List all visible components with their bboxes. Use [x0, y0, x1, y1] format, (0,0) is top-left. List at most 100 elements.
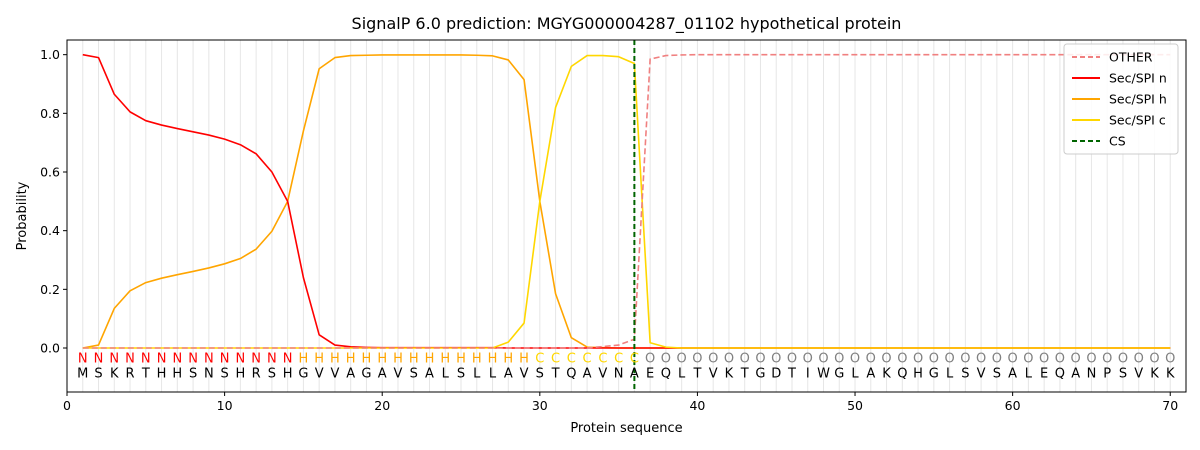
- series-layer: [82, 40, 1171, 392]
- residue-label: H: [157, 366, 167, 381]
- region-label: H: [440, 352, 450, 367]
- x-tick-label: 70: [1162, 398, 1178, 413]
- region-label: O: [661, 352, 671, 367]
- region-label: H: [472, 352, 482, 367]
- region-label: O: [929, 352, 939, 367]
- region-label: N: [157, 352, 167, 367]
- region-label: O: [771, 352, 781, 367]
- region-label: N: [267, 352, 277, 367]
- region-label: C: [535, 352, 544, 367]
- region-label: H: [346, 352, 356, 367]
- residue-label: S: [457, 366, 465, 381]
- region-label: O: [740, 352, 750, 367]
- region-label: O: [1039, 352, 1049, 367]
- residue-label: G: [755, 366, 765, 381]
- region-label: O: [1071, 352, 1081, 367]
- residue-label: A: [346, 366, 355, 381]
- legend: OTHER Sec/SPI n Sec/SPI h Sec/SPI c CS: [1063, 43, 1179, 155]
- legend-label-other: OTHER: [1109, 50, 1153, 65]
- residue-label: T: [551, 366, 560, 381]
- region-label: O: [1118, 352, 1128, 367]
- residue-label: V: [520, 366, 529, 381]
- y-tick-label: 0.6: [40, 165, 60, 180]
- region-label: N: [251, 352, 261, 367]
- region-label: C: [583, 352, 592, 367]
- x-tick-label: 40: [689, 398, 705, 413]
- residue-label: K: [882, 366, 891, 381]
- legend-box: [1063, 43, 1179, 155]
- region-label: H: [409, 352, 419, 367]
- residue-label: Q: [897, 366, 907, 381]
- region-label: N: [172, 352, 182, 367]
- region-label: H: [330, 352, 340, 367]
- region-label: C: [630, 352, 639, 367]
- residue-label: D: [771, 366, 781, 381]
- series-line-sec-spi-h: [82, 54, 1171, 349]
- region-label: N: [78, 352, 88, 367]
- x-tick-label: 20: [374, 398, 390, 413]
- grid-lines: [82, 40, 1171, 392]
- series-line-sec-spi-n: [82, 53, 1171, 349]
- region-label: O: [1008, 352, 1018, 367]
- region-label: O: [960, 352, 970, 367]
- residue-label: L: [489, 366, 497, 381]
- x-axis-label: Protein sequence: [570, 421, 682, 436]
- region-label: O: [1023, 352, 1033, 367]
- axis-ticks: 0 10 20 30 40 50 60 70 0.0 0.2 0.4 0.6 0.8 1.0: [40, 47, 1178, 413]
- residue-label: A: [378, 366, 387, 381]
- residue-label: S: [410, 366, 418, 381]
- residue-label: A: [1071, 366, 1080, 381]
- residue-label: V: [315, 366, 324, 381]
- residue-label: P: [1103, 366, 1111, 381]
- residue-label: S: [1119, 366, 1127, 381]
- residue-label: A: [504, 366, 513, 381]
- region-label: H: [503, 352, 513, 367]
- region-label: N: [283, 352, 293, 367]
- residue-label: V: [394, 366, 403, 381]
- region-label: N: [109, 352, 119, 367]
- residue-label: G: [298, 366, 308, 381]
- residue-label: G: [834, 366, 844, 381]
- residue-label: A: [425, 366, 434, 381]
- residue-label: H: [283, 366, 293, 381]
- residue-label: R: [126, 366, 135, 381]
- region-label: O: [881, 352, 891, 367]
- region-label: H: [519, 352, 529, 367]
- region-label: O: [724, 352, 734, 367]
- residue-label: A: [1008, 366, 1017, 381]
- region-label: O: [976, 352, 986, 367]
- residue-label: K: [110, 366, 119, 381]
- x-tick-label: 60: [1005, 398, 1021, 413]
- region-label: N: [235, 352, 245, 367]
- region-label: O: [787, 352, 797, 367]
- x-tick-label: 0: [63, 398, 71, 413]
- legend-label-sec-spi-c: Sec/SPI c: [1109, 113, 1166, 128]
- region-label: O: [897, 352, 907, 367]
- residue-label: N: [204, 366, 214, 381]
- y-tick-label: 0.8: [40, 106, 60, 121]
- residue-label: G: [929, 366, 939, 381]
- residue-label: A: [630, 366, 639, 381]
- region-label: N: [141, 352, 151, 367]
- region-label: H: [393, 352, 403, 367]
- y-axis-label: Probability: [15, 181, 30, 250]
- region-label: H: [362, 352, 372, 367]
- region-label: O: [803, 352, 813, 367]
- region-label: N: [188, 352, 198, 367]
- residue-label: E: [646, 366, 654, 381]
- residue-label: Q: [661, 366, 671, 381]
- region-label: O: [913, 352, 923, 367]
- region-label: O: [645, 352, 655, 367]
- residue-label: A: [583, 366, 592, 381]
- residue-label: W: [817, 366, 830, 381]
- legend-label-sec-spi-h: Sec/SPI h: [1109, 92, 1167, 107]
- region-label: O: [708, 352, 718, 367]
- y-tick-label: 0.2: [40, 282, 60, 297]
- residue-label: S: [536, 366, 544, 381]
- region-label: H: [377, 352, 387, 367]
- residue-label: S: [268, 366, 276, 381]
- series-line-sec-spi-c: [82, 54, 1171, 349]
- residue-label: G: [361, 366, 371, 381]
- region-label: H: [488, 352, 498, 367]
